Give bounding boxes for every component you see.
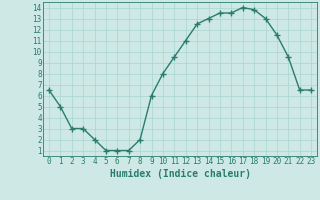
- X-axis label: Humidex (Indice chaleur): Humidex (Indice chaleur): [109, 169, 251, 179]
